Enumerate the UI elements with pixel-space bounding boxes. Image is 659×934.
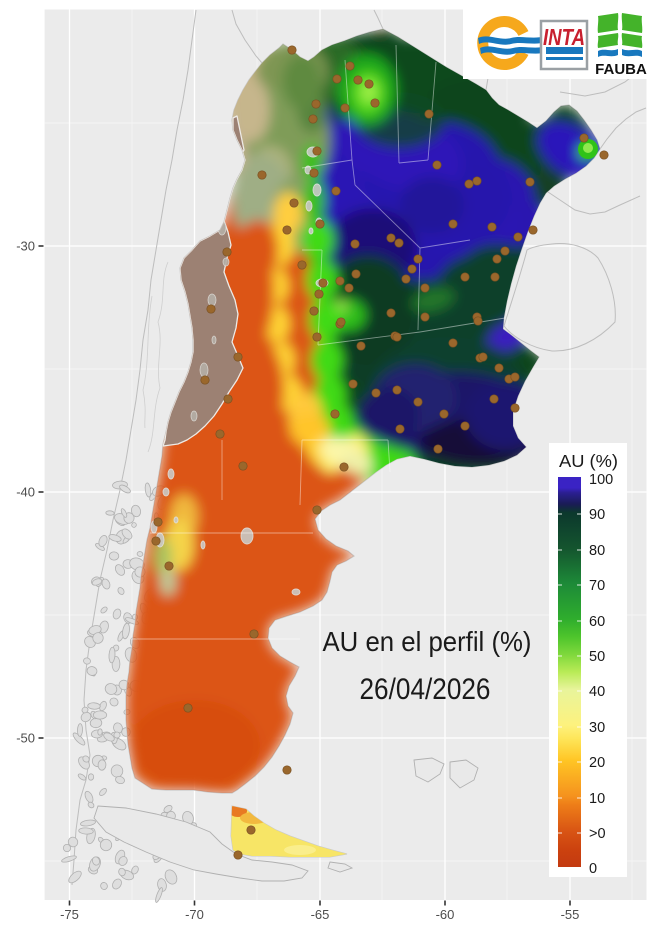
- svg-text:20: 20: [589, 755, 605, 771]
- svg-text:50: 50: [589, 649, 605, 665]
- svg-text:FAUBA: FAUBA: [595, 61, 647, 78]
- svg-text:40: 40: [589, 684, 605, 700]
- svg-text:-55: -55: [561, 907, 580, 922]
- svg-text:INTA: INTA: [543, 24, 585, 50]
- svg-text:26/04/2026: 26/04/2026: [360, 673, 491, 706]
- svg-text:-30: -30: [16, 239, 35, 254]
- svg-text:-40: -40: [16, 485, 35, 500]
- svg-text:90: 90: [589, 507, 605, 523]
- svg-text:30: 30: [589, 720, 605, 736]
- svg-text:0: 0: [589, 861, 597, 877]
- svg-text:AU en el perfil (%): AU en el perfil (%): [323, 626, 532, 657]
- svg-text:10: 10: [589, 791, 605, 807]
- svg-text:-60: -60: [436, 907, 455, 922]
- svg-text:-75: -75: [60, 907, 79, 922]
- svg-text:60: 60: [589, 614, 605, 630]
- svg-text:70: 70: [589, 578, 605, 594]
- svg-text:-70: -70: [185, 907, 204, 922]
- svg-text:-65: -65: [311, 907, 330, 922]
- svg-text:>0: >0: [589, 826, 606, 842]
- svg-text:100: 100: [589, 472, 613, 488]
- svg-text:80: 80: [589, 543, 605, 559]
- svg-text:-50: -50: [16, 731, 35, 746]
- svg-text:AU (%): AU (%): [559, 451, 618, 471]
